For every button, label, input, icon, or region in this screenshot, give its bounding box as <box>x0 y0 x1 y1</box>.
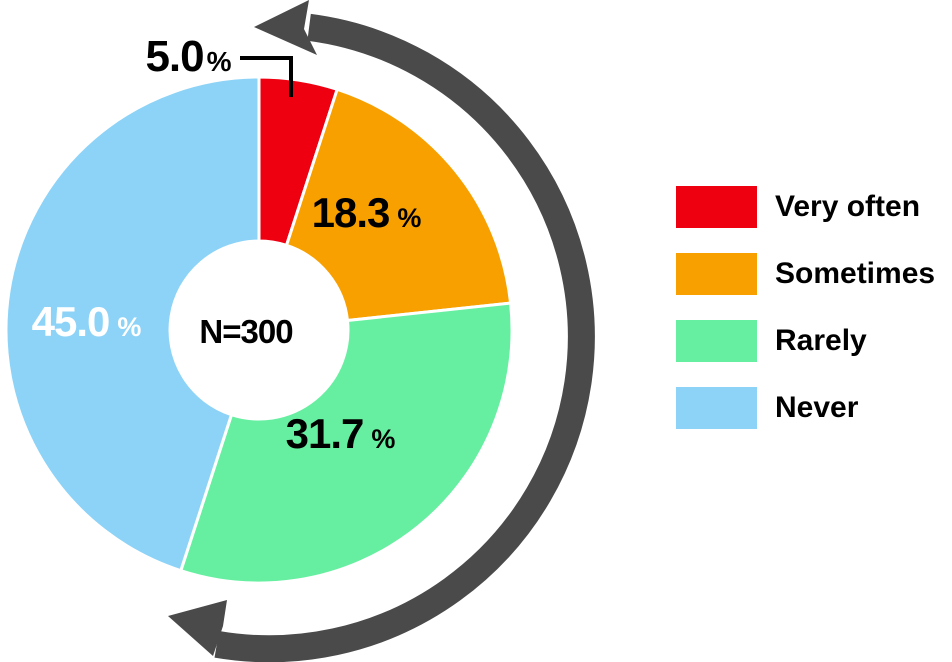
slice-value-label-rarely: 31.7 % <box>285 410 396 457</box>
legend-label: Never <box>775 391 859 424</box>
percent-sign: % <box>206 46 232 77</box>
slice-value-label-very-often: 5.0 % <box>145 32 232 81</box>
label-leader-line <box>240 56 293 97</box>
pie-slice-never <box>4 75 261 573</box>
legend-item-never: Never <box>676 387 935 429</box>
rotation-arrow-head-bottom <box>168 600 227 656</box>
legend-label: Sometimes <box>775 257 936 290</box>
rotation-arrow-head-top <box>254 0 317 55</box>
legend-swatch-sometimes <box>676 253 757 295</box>
donut-slices <box>4 75 514 585</box>
percent-sign: % <box>117 312 141 342</box>
percent-sign: % <box>371 424 395 454</box>
pie-slice-sometimes <box>285 87 513 323</box>
legend-label: Rarely <box>775 324 867 357</box>
legend-swatch-rarely <box>676 320 757 362</box>
pie-slice-rarely <box>179 301 514 585</box>
rotation-arrow-arc <box>214 13 595 662</box>
center-sample-size-label: N=300 <box>199 313 293 350</box>
legend-item-sometimes: Sometimes <box>676 253 935 295</box>
legend-swatch-never <box>676 387 757 429</box>
slice-value-label-never: 45.0 % <box>31 298 142 345</box>
slice-value-label-sometimes: 18.3 % <box>311 189 422 236</box>
legend-item-very-often: Very often <box>676 186 935 228</box>
legend-swatch-very-often <box>676 186 757 228</box>
slice-value: 5.0 <box>145 32 204 81</box>
legend-item-rarely: Rarely <box>676 320 935 362</box>
legend: Very often Sometimes Rarely Never <box>676 186 935 429</box>
slice-value: 18.3 <box>311 189 391 236</box>
percent-sign: % <box>397 203 421 233</box>
slice-value: 31.7 <box>285 410 365 457</box>
slice-value: 45.0 <box>31 298 111 345</box>
legend-label: Very often <box>775 190 921 223</box>
rotation-arrow <box>168 0 595 662</box>
